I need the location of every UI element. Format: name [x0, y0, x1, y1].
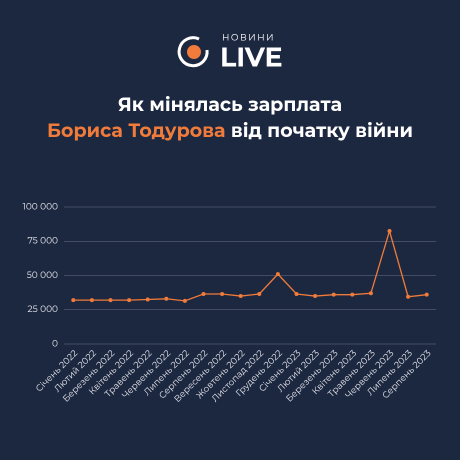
title-rest: від початку війни [231, 119, 413, 142]
chart-title: Як мінялась зарплата [118, 93, 342, 116]
logo-ring [177, 36, 209, 68]
logo-dot [187, 45, 201, 59]
point [238, 294, 243, 299]
point [275, 272, 280, 277]
point [164, 296, 169, 301]
logo: НОВИНИ LIVE [177, 32, 283, 73]
point [145, 297, 150, 302]
point [424, 292, 429, 297]
line [73, 228, 427, 302]
point [313, 294, 318, 299]
point [257, 291, 262, 296]
point [201, 291, 206, 296]
point [387, 228, 392, 233]
point [331, 292, 336, 297]
point [108, 298, 113, 303]
chart-title-line2: Бориса Тодурова від початку війни [47, 119, 413, 142]
logo-kicker: НОВИНИ [222, 32, 275, 43]
title-highlight: Бориса Тодурова [47, 119, 225, 142]
point [350, 292, 355, 297]
point [368, 291, 373, 296]
point [220, 291, 225, 296]
point [182, 298, 187, 303]
y-tick-label: 0 [52, 338, 58, 349]
y-tick-label: 50 000 [27, 270, 58, 281]
y-tick-label: 75 000 [28, 236, 58, 247]
logo-brand: LIVE [220, 40, 283, 73]
point [127, 298, 132, 303]
y-tick-label: 25 000 [28, 304, 58, 315]
point [406, 294, 411, 299]
point [89, 298, 94, 303]
y-tick-label: 100 000 [23, 201, 58, 212]
point [294, 291, 299, 296]
point [71, 298, 76, 303]
